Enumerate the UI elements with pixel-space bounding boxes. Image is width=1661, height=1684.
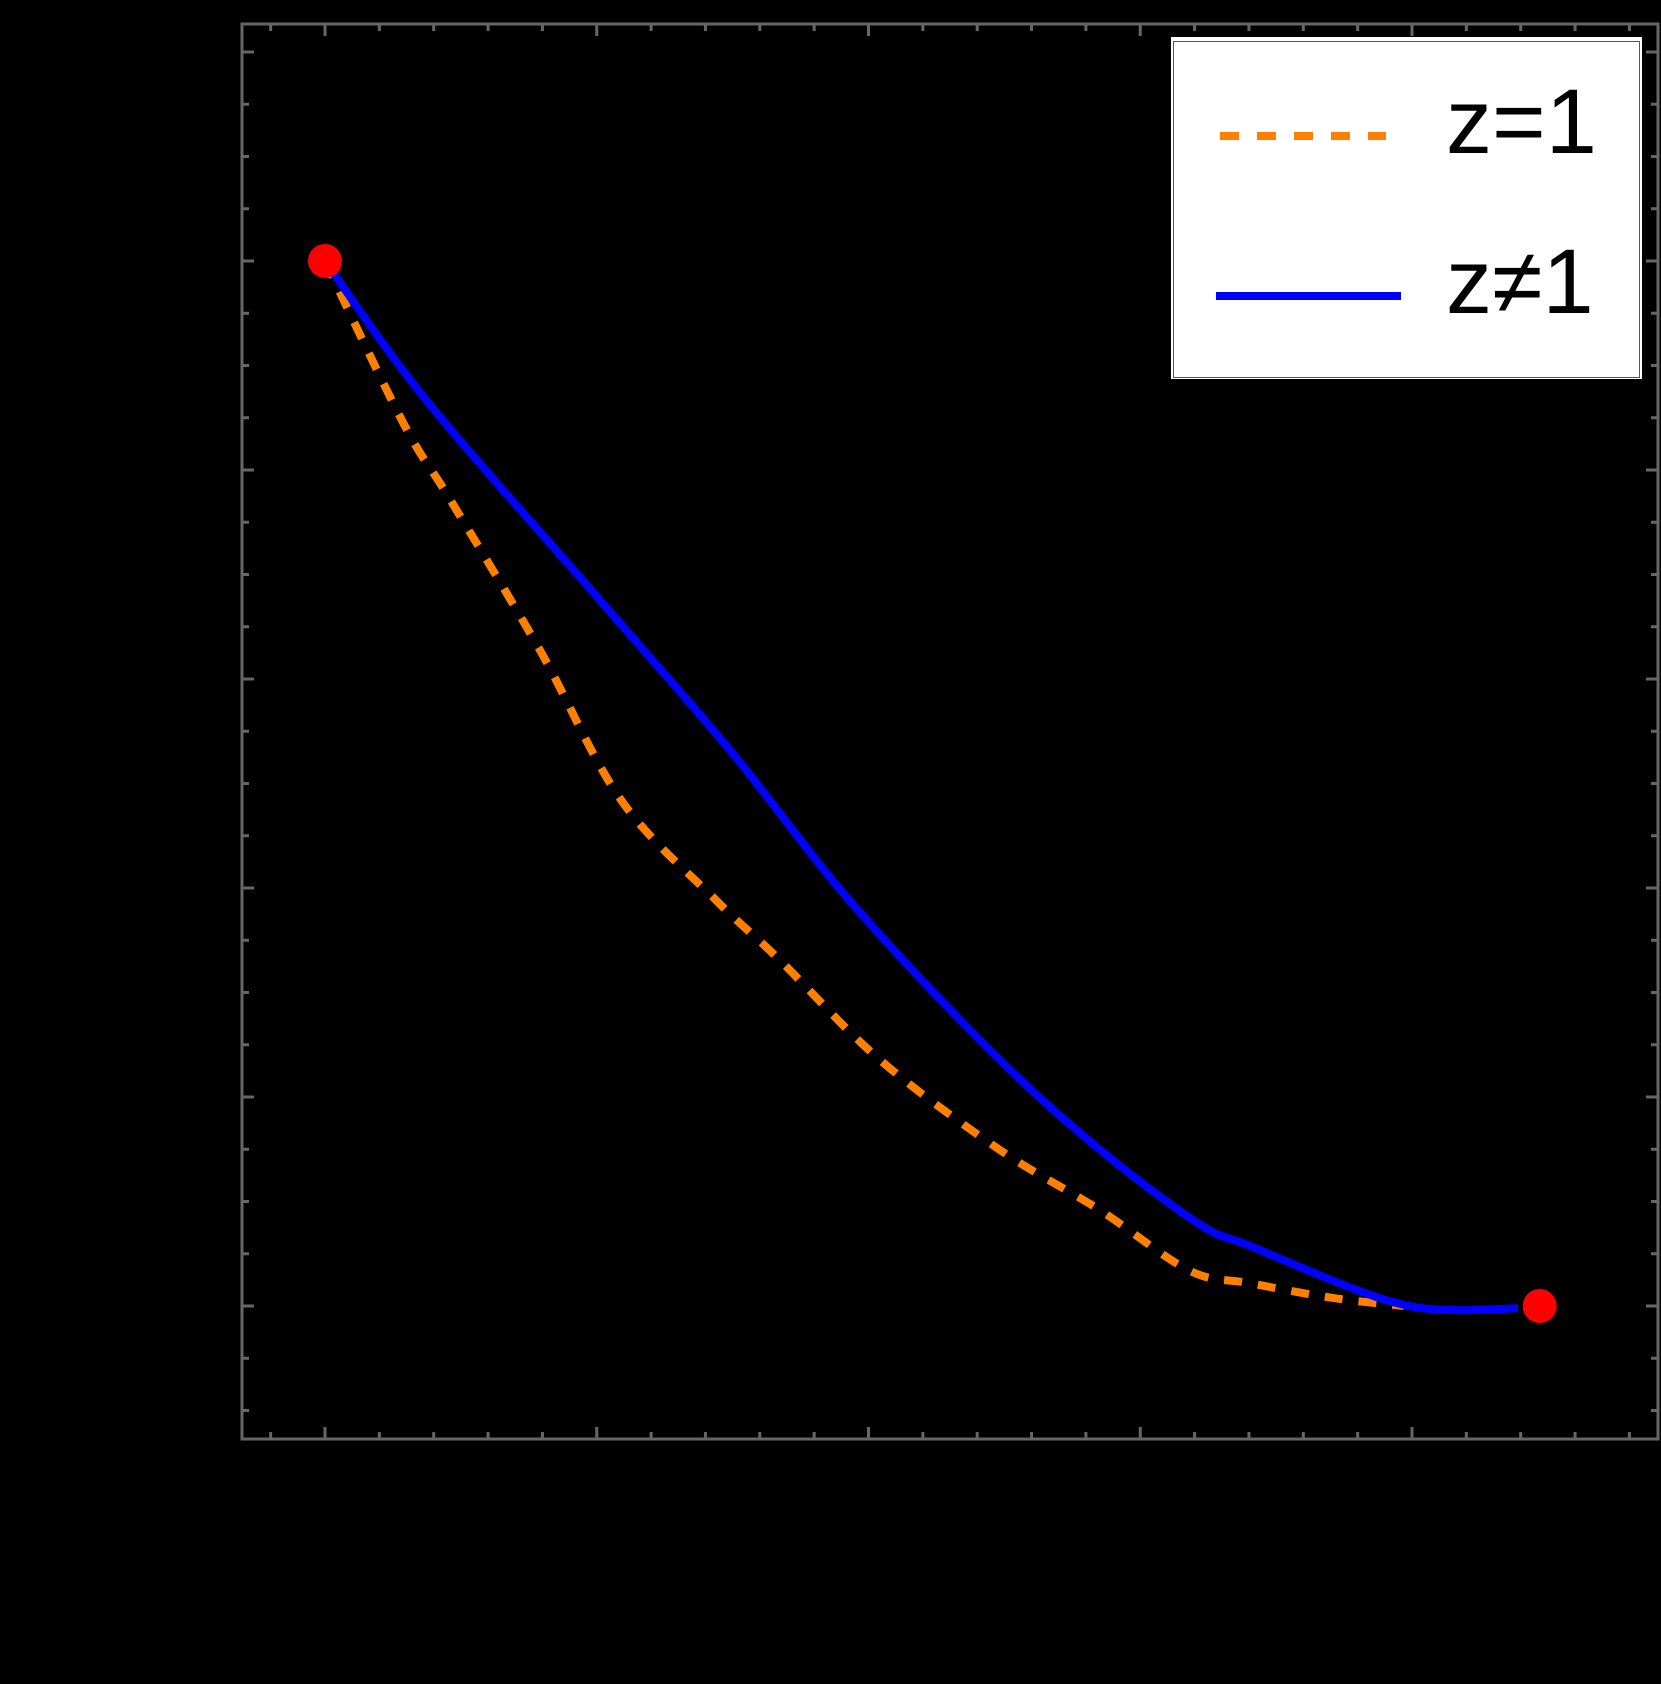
end-point-marker <box>1522 1289 1557 1323</box>
legend-inner-border <box>1173 41 1640 378</box>
legend: z=1 z≠1 <box>1171 37 1642 379</box>
legend-label-z-equals-1: z=1 <box>1446 71 1597 173</box>
series-z-not-equal-1-line <box>321 258 1519 1315</box>
start-point-marker <box>308 244 342 278</box>
series-z-equals-1-line <box>321 259 1405 1310</box>
axis-ticks <box>242 24 1658 1439</box>
legend-label-z-not-equal-1: z≠1 <box>1446 231 1594 333</box>
